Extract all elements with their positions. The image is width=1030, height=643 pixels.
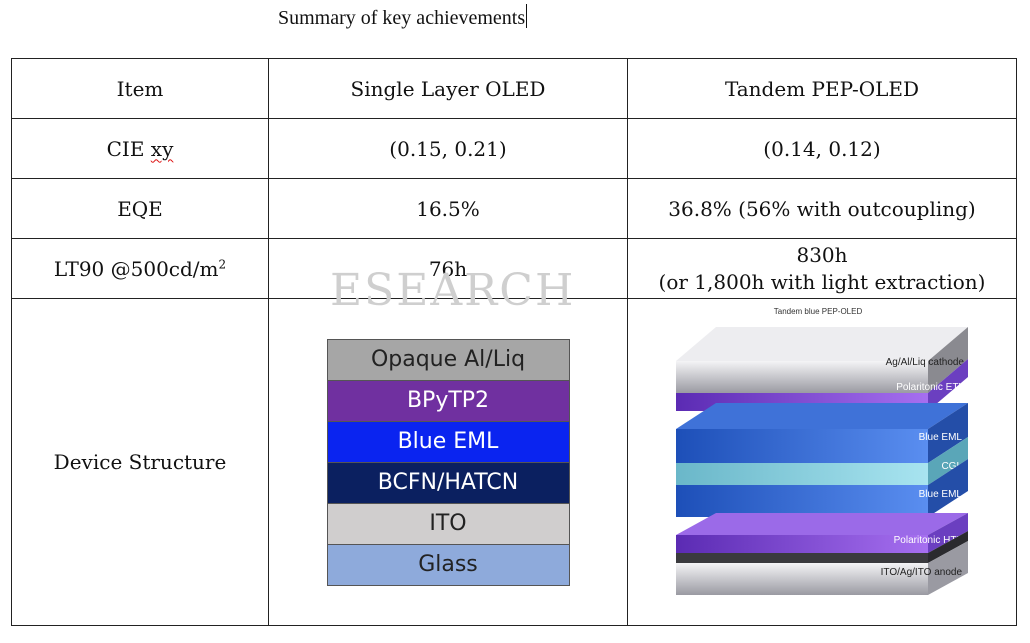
cie-label: CIE xy bbox=[106, 136, 174, 161]
tandem-lt90-line2: (or 1,800h with light extraction) bbox=[658, 269, 986, 294]
cathode-top-face bbox=[676, 327, 968, 361]
cell-tandem-cie: (0.14, 0.12) bbox=[627, 118, 1017, 179]
header-tandem: Tandem PEP-OLED bbox=[627, 58, 1017, 119]
row-label-device-structure: Device Structure bbox=[11, 298, 269, 626]
table-row: LT90 @500cd/m2 76h 830h (or 1,800h with … bbox=[11, 238, 1017, 299]
label-anode: ITO/Ag/ITO anode bbox=[881, 567, 963, 578]
lt90-superscript: 2 bbox=[218, 256, 227, 271]
eml-top-layer bbox=[676, 429, 928, 463]
summary-table: Item Single Layer OLED Tandem PEP-OLED C… bbox=[11, 58, 1017, 626]
table-header-row: Item Single Layer OLED Tandem PEP-OLED bbox=[11, 58, 1017, 119]
layer-blue-eml: Blue EML bbox=[327, 420, 569, 462]
anode-dark-band bbox=[676, 553, 928, 563]
table-row: Device Structure Opaque Al/Liq BPyTP2 Bl… bbox=[11, 298, 1017, 626]
cell-tandem-lt90: 830h (or 1,800h with light extraction) bbox=[627, 238, 1017, 299]
tandem-device-illustration: Tandem blue PEP-OLED Ag/Al/Liq cathode P… bbox=[628, 299, 1016, 625]
layer-bpytp2: BPyTP2 bbox=[327, 379, 569, 421]
row-label-lt90: LT90 @500cd/m2 bbox=[11, 238, 269, 299]
text-cursor bbox=[526, 4, 528, 28]
row-label-eqe: EQE bbox=[11, 178, 269, 239]
cathode-layer bbox=[676, 361, 928, 393]
spellcheck-word: xy bbox=[150, 136, 174, 161]
label-cathode: Ag/Al/Liq cathode bbox=[886, 357, 965, 368]
label-htl: Polaritonic HTL bbox=[894, 535, 963, 546]
header-item: Item bbox=[11, 58, 269, 119]
label-cgl: CGL bbox=[941, 461, 962, 472]
header-single-layer: Single Layer OLED bbox=[268, 58, 628, 119]
document-title: Summary of key achievements bbox=[278, 4, 528, 30]
table-row: CIE xy (0.15, 0.21) (0.14, 0.12) bbox=[11, 118, 1017, 179]
cgl-layer bbox=[676, 463, 928, 485]
layer-ito: ITO bbox=[327, 502, 569, 544]
cell-single-cie: (0.15, 0.21) bbox=[268, 118, 628, 179]
cell-single-eqe: 16.5% bbox=[268, 178, 628, 239]
cell-single-lt90: 76h bbox=[268, 238, 628, 299]
tandem-diagram-title: Tandem blue PEP-OLED bbox=[774, 307, 863, 316]
single-layer-stack-diagram: Opaque Al/Liq BPyTP2 Blue EML BCFN/HATCN… bbox=[326, 338, 570, 586]
lt90-label: LT90 @500cd/m bbox=[53, 256, 219, 281]
table-row: EQE 16.5% 36.8% (56% with outcoupling) bbox=[11, 178, 1017, 239]
anode-layer bbox=[676, 563, 928, 595]
cell-tandem-structure: Tandem blue PEP-OLED Ag/Al/Liq cathode P… bbox=[627, 298, 1017, 626]
layer-bcfn-hatcn: BCFN/HATCN bbox=[327, 461, 569, 503]
tandem-lt90-line1: 830h bbox=[796, 242, 848, 267]
eml-bottom-layer bbox=[676, 485, 928, 517]
label-eml-bottom: Blue EML bbox=[919, 489, 963, 500]
label-eml-top: Blue EML bbox=[919, 432, 963, 443]
htl-layer bbox=[676, 535, 928, 553]
tandem-stack-svg: Tandem blue PEP-OLED Ag/Al/Liq cathode P… bbox=[676, 307, 968, 595]
label-etl: Polaritonic ETL bbox=[896, 382, 964, 393]
cell-tandem-eqe: 36.8% (56% with outcoupling) bbox=[627, 178, 1017, 239]
row-label-cie: CIE xy bbox=[11, 118, 269, 179]
layer-glass: Glass bbox=[327, 543, 569, 585]
layer-opaque-al-liq: Opaque Al/Liq bbox=[327, 339, 569, 380]
cell-single-structure: Opaque Al/Liq BPyTP2 Blue EML BCFN/HATCN… bbox=[268, 298, 628, 626]
